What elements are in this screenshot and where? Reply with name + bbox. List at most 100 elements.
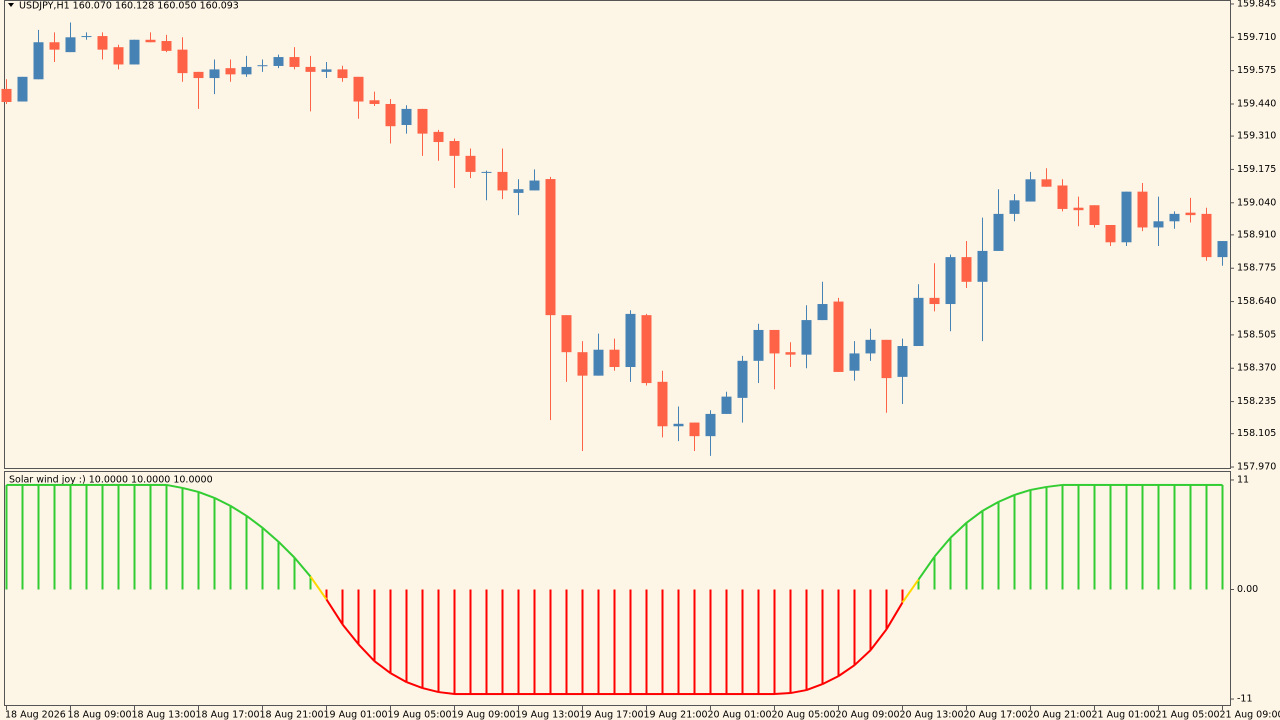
candle-body (1073, 207, 1084, 211)
candle-body (225, 68, 236, 75)
candle-body (1185, 212, 1196, 216)
signal-line (214, 496, 231, 507)
candle-body (17, 76, 28, 102)
y-tick-label: 159.575 (1237, 65, 1276, 76)
y-tick-label: 159.310 (1237, 131, 1276, 142)
y-tick-label: 158.775 (1237, 263, 1276, 274)
candle-body (433, 131, 444, 143)
x-tick-label: 20 Aug 17:00 (964, 710, 1028, 720)
signal-line (901, 578, 920, 604)
menu-arrow[interactable] (8, 3, 14, 7)
signal-line (853, 649, 872, 666)
signal-line (774, 692, 791, 696)
candle-body (321, 69, 332, 72)
candle-body (1121, 191, 1132, 243)
signal-line (341, 623, 360, 645)
candle-body (977, 250, 988, 282)
x-tick-label: 20 Aug 05:00 (772, 710, 836, 720)
candle-body (1, 88, 12, 103)
x-tick-label: 20 Aug 13:00 (900, 710, 964, 720)
signal-line (790, 689, 807, 695)
x-tick-label: 20 Aug 21:00 (1028, 710, 1092, 720)
candle-body (449, 141, 460, 156)
candle-body (737, 360, 748, 398)
signal-line (885, 601, 904, 630)
indicator-title: Solar wind joy :) 10.0000 10.0000 10.000… (9, 475, 213, 486)
signal-line (406, 681, 423, 690)
candle-body (561, 315, 572, 353)
candle-body (721, 396, 732, 414)
x-tick-label: 19 Aug 21:00 (644, 710, 708, 720)
y-tick-label: 158.370 (1237, 363, 1276, 374)
candle-body (1089, 205, 1100, 225)
signal-line (198, 490, 215, 499)
x-tick-label: 19 Aug 09:00 (452, 710, 516, 720)
y-tick-label: 157.970 (1237, 462, 1276, 473)
candle-body (241, 66, 252, 75)
candle-body (753, 329, 764, 361)
candle-body (209, 69, 220, 79)
candle-body (353, 76, 364, 102)
signal-line (822, 675, 839, 685)
candle-body (1025, 179, 1036, 202)
candle-body (545, 179, 556, 316)
signal-line (229, 505, 248, 517)
y-tick-label: 159.040 (1237, 197, 1276, 208)
x-tick-label: 19 Aug 05:00 (388, 710, 452, 720)
y-tick-label: 159.175 (1237, 164, 1276, 175)
y-tick-label: 158.235 (1237, 396, 1276, 407)
x-tick-label: 18 Aug 21:00 (260, 710, 324, 720)
candle-body (1041, 179, 1052, 187)
signal-line (933, 537, 952, 558)
candle-body (897, 346, 908, 377)
signal-line (869, 628, 888, 651)
x-tick-label: 19 Aug 17:00 (580, 710, 644, 720)
candle-body (513, 189, 524, 193)
candle-body (593, 349, 604, 376)
candle-body (289, 57, 300, 67)
candle-body (529, 180, 540, 191)
candle-body (193, 71, 204, 79)
candle-body (801, 320, 812, 355)
signal-line (998, 493, 1015, 503)
signal-line (182, 486, 199, 493)
candle-body (385, 103, 396, 127)
candle-body (657, 381, 668, 427)
signal-line (422, 687, 439, 694)
signal-line (293, 556, 312, 578)
candle-body (481, 171, 492, 173)
candle-body (305, 66, 316, 72)
x-tick-label: 19 Aug 01:00 (324, 710, 388, 720)
candle-body (865, 339, 876, 354)
signal-line (245, 515, 264, 529)
candle-body (113, 47, 124, 65)
candle-body (785, 352, 796, 355)
x-tick-label: 18 Aug 17:00 (196, 710, 260, 720)
signal-line (390, 672, 407, 683)
candle-body (369, 100, 380, 104)
candle-body (417, 108, 428, 134)
y-tick-label: 158.505 (1237, 329, 1276, 340)
signal-line (1046, 483, 1063, 488)
candle-body (913, 297, 924, 347)
candle-body (961, 257, 972, 282)
signal-line (949, 522, 968, 539)
x-tick-label: 19 Aug 13:00 (516, 710, 580, 720)
y-tick-label: 159.710 (1237, 32, 1276, 43)
x-tick-label: 18 Aug 09:00 (68, 710, 132, 720)
candle-body (1217, 241, 1228, 258)
signal-line (261, 527, 280, 543)
candle-body (993, 213, 1004, 251)
signal-line (166, 483, 183, 489)
candle-body (177, 49, 188, 74)
candle-body (97, 36, 108, 50)
signal-line (277, 540, 296, 559)
candle-body (1057, 185, 1068, 209)
candle-body (625, 313, 636, 368)
candle-body (609, 349, 620, 368)
y-tick-label: 158.640 (1237, 296, 1276, 307)
candle-body (833, 301, 844, 372)
candle-body (49, 42, 60, 50)
signal-line (309, 575, 328, 601)
